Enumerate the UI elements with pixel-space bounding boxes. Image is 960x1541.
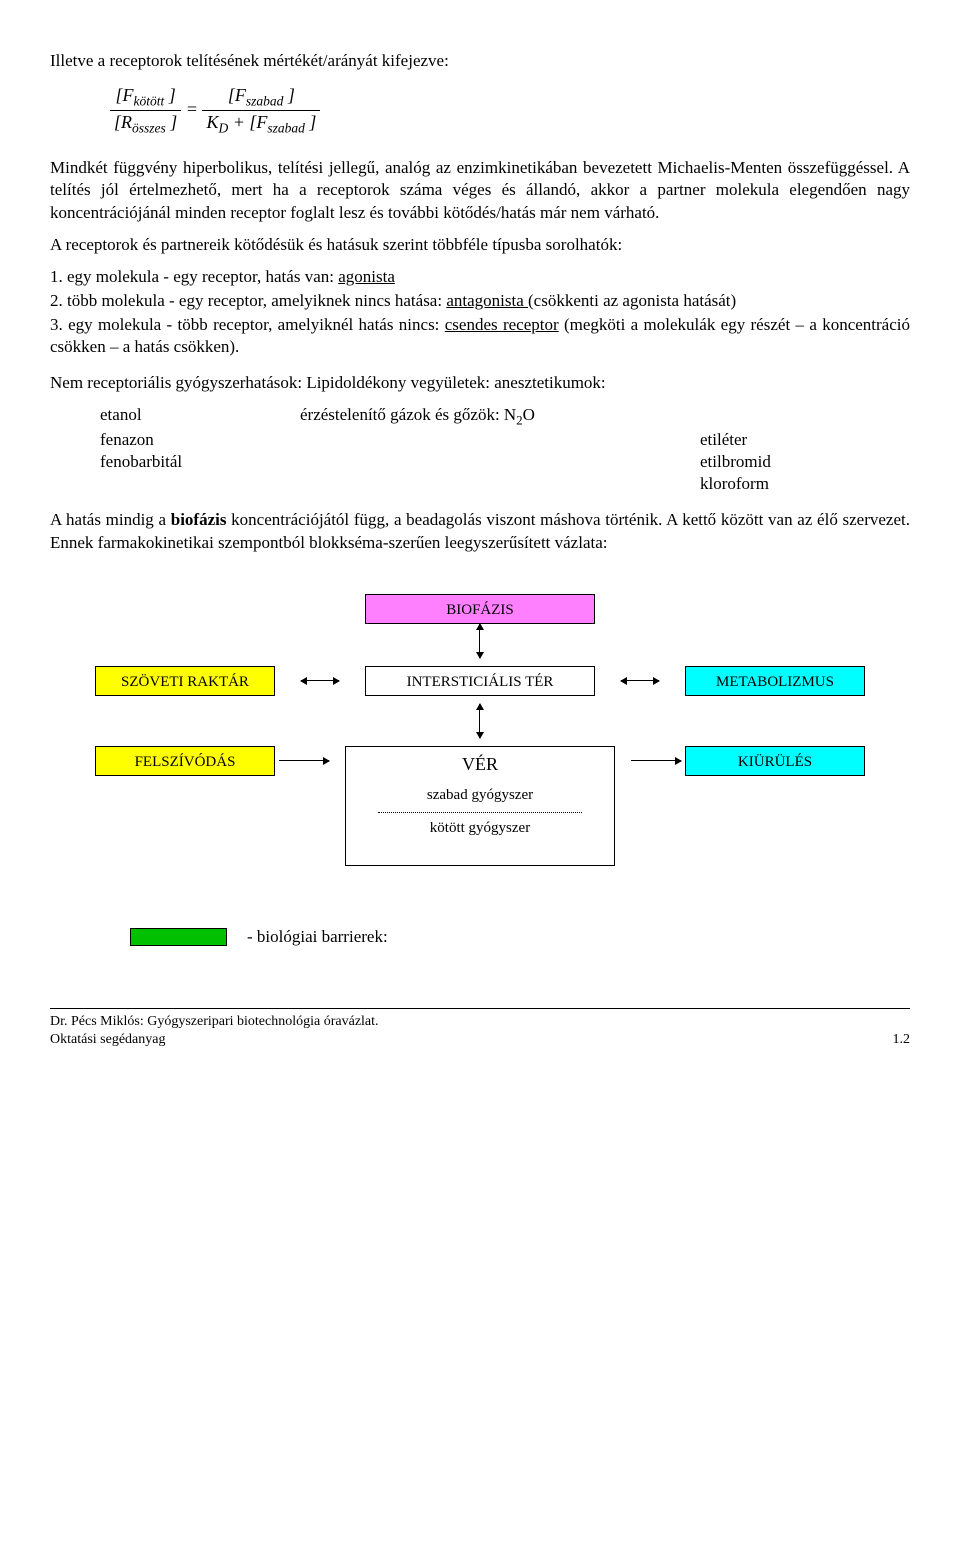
col-kloroform: kloroform [700,473,910,495]
col-gazok: érzéstelenítő gázok és gőzök: N2O [300,404,700,429]
list-item-2: 2. több molekula - egy receptor, amelyik… [50,290,910,312]
footer-author: Dr. Pécs Miklós: Gyógyszeripari biotechn… [50,1013,379,1031]
paragraph-2: A receptorok és partnereik kötődésük és … [50,234,910,256]
col-fenobarbital: fenobarbitál [100,451,300,473]
col-fenazon: fenazon [100,429,300,451]
ver-kotott: kötött gyógyszer [430,819,530,839]
box-intersticialis: INTERSTICIÁLIS TÉR [365,666,595,696]
arrow-icon [279,760,329,762]
arrow-icon [621,680,659,682]
pharmacokinetics-diagram: BIOFÁZIS SZÖVETI RAKTÁR INTERSTICIÁLIS T… [95,594,865,866]
box-kiurules: KIÜRÜLÉS [685,746,865,776]
box-metabolizmus: METABOLIZMUS [685,666,865,696]
box-biofazis: BIOFÁZIS [365,594,595,624]
arrow-icon [479,704,481,738]
r-osszes: [R [114,112,132,132]
formula: [Fkötött ] [Rösszes ] = [Fszabad ] KD + … [110,84,910,137]
paragraph-1: Mindkét függvény hiperbolikus, telítési … [50,157,910,223]
page-footer: Dr. Pécs Miklós: Gyógyszeripari biotechn… [50,1008,910,1049]
ver-szabad: szabad gyógyszer [427,786,533,806]
arrow-icon [301,680,339,682]
arrow-icon [479,624,481,658]
col-etilbromid: etilbromid [700,451,910,473]
paragraph-3: Nem receptoriális gyógyszerhatások: Lipi… [50,372,910,394]
dotted-divider [378,812,583,813]
box-ver: VÉR szabad gyógyszer kötött gyógyszer [345,746,615,866]
col-etileter: etiléter [700,429,910,451]
footer-subtitle: Oktatási segédanyag [50,1031,379,1049]
anesthetic-columns: etanol érzéstelenítő gázok és gőzök: N2O… [100,404,910,495]
list-item-1: 1. egy molekula - egy receptor, hatás va… [50,266,910,288]
intro-text: Illetve a receptorok telítésének mértéké… [50,50,910,72]
legend-swatch-green [130,928,227,946]
legend-label: - biológiai barrierek: [247,926,388,948]
page-number: 1.2 [893,1031,911,1049]
arrow-icon [631,760,681,762]
f-szabad-num: [F [228,85,246,105]
box-szoveti-raktar: SZÖVETI RAKTÁR [95,666,275,696]
kd: K [206,112,218,132]
legend: - biológiai barrierek: [130,926,910,948]
col-etanol: etanol [100,404,300,429]
f-kotott: [F [116,85,134,105]
paragraph-4: A hatás mindig a biofázis koncentrációjá… [50,509,910,553]
ver-title: VÉR [462,753,498,776]
list-item-3: 3. egy molekula - több receptor, amelyik… [50,314,910,358]
box-felszivodas: FELSZÍVÓDÁS [95,746,275,776]
